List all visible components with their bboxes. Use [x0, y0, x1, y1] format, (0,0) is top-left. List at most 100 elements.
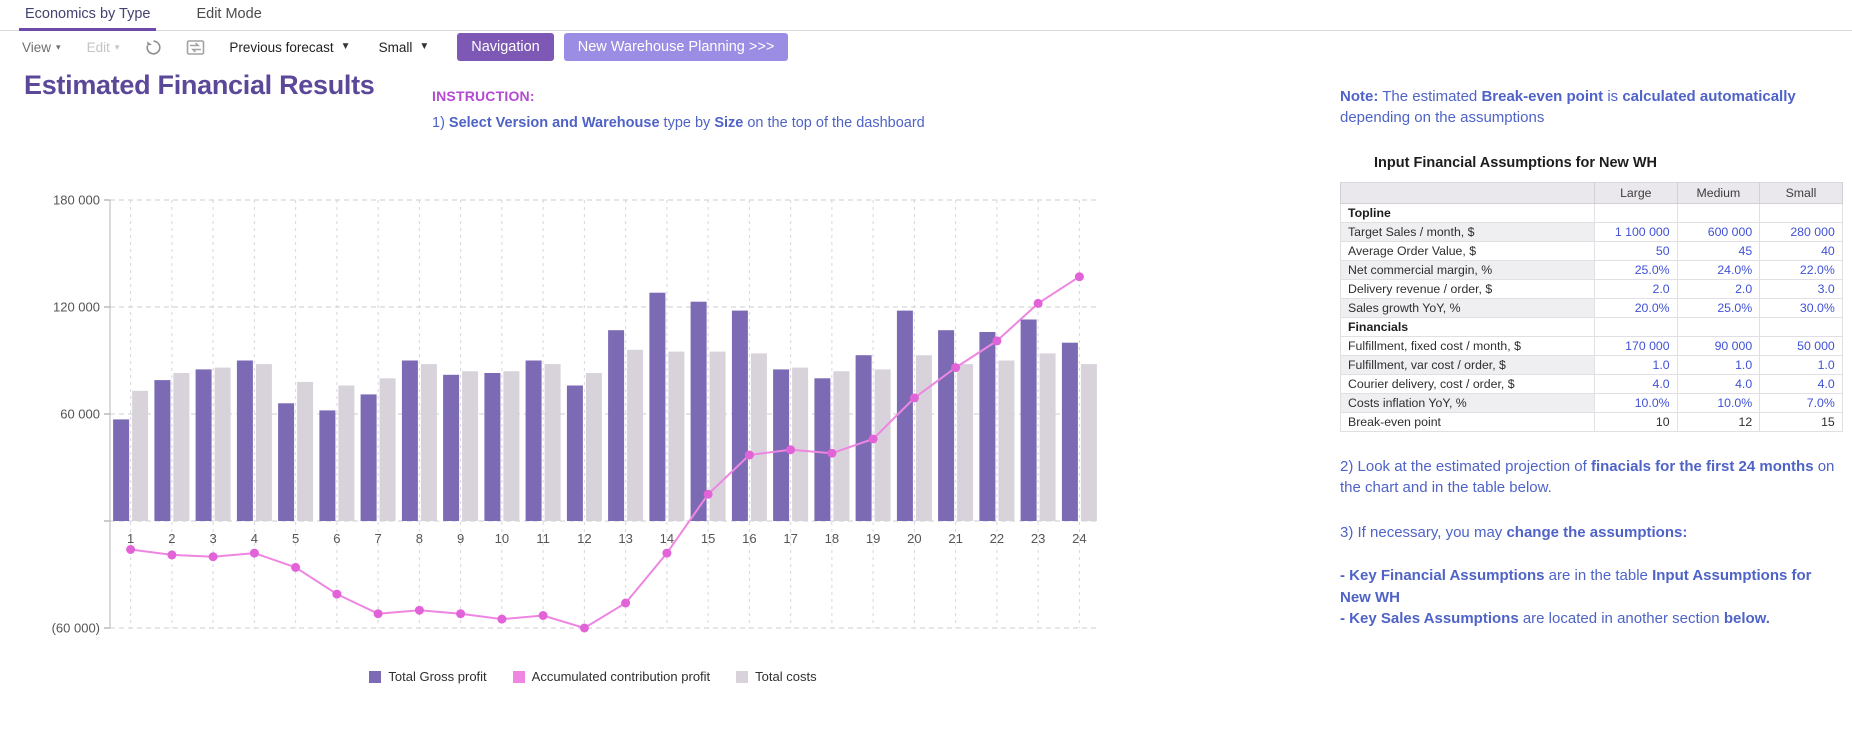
- value-cell: [1676, 316, 1761, 337]
- value-cell: [1676, 202, 1761, 223]
- section-row: Topline: [1340, 202, 1843, 223]
- tab-edit-mode[interactable]: Edit Mode: [196, 6, 262, 22]
- chevron-down-icon: ▼: [419, 41, 430, 52]
- svg-text:12: 12: [577, 531, 591, 546]
- editable-value-cell[interactable]: 45: [1676, 240, 1761, 261]
- row-label: Fulfillment, fixed cost / month, $: [1340, 335, 1595, 356]
- svg-text:22: 22: [990, 531, 1004, 546]
- column-header: Small: [1759, 181, 1843, 204]
- right-panel: Note: The estimated Break-even point is …: [1340, 86, 1846, 629]
- editable-value-cell[interactable]: 3.0: [1759, 278, 1843, 299]
- assumptions-table-title: Input Financial Assumptions for New WH: [1374, 154, 1658, 171]
- value-cell: 12: [1676, 411, 1761, 432]
- editable-value-cell[interactable]: 1 100 000: [1594, 221, 1678, 242]
- svg-text:120 000: 120 000: [53, 300, 100, 315]
- legend-swatch: [512, 670, 525, 683]
- column-header: Large: [1594, 181, 1678, 204]
- svg-text:21: 21: [948, 531, 962, 546]
- edit-menu-label: Edit: [86, 39, 110, 55]
- edit-menu[interactable]: Edit ▾: [87, 40, 120, 55]
- svg-text:3: 3: [210, 531, 217, 546]
- svg-text:11: 11: [536, 531, 550, 546]
- svg-text:180 000: 180 000: [53, 193, 100, 208]
- legend-item[interactable]: Total costs: [736, 669, 817, 684]
- editable-value-cell[interactable]: 20.0%: [1594, 297, 1678, 318]
- chevron-down-icon: ▾: [114, 41, 120, 52]
- table-row: Average Order Value, $50 45 40: [1340, 240, 1843, 261]
- editable-value-cell[interactable]: 50 000: [1759, 335, 1843, 356]
- legend-item[interactable]: Accumulated contribution profit: [512, 669, 711, 684]
- value-cell: 10: [1594, 411, 1678, 432]
- bullet-key-financial-assumptions: - Key Financial Assumptions are in the t…: [1340, 567, 1812, 606]
- editable-value-cell[interactable]: 30.0%: [1759, 297, 1843, 318]
- editable-value-cell[interactable]: 1.0: [1594, 354, 1678, 375]
- navigation-button[interactable]: Navigation: [457, 33, 554, 61]
- svg-text:7: 7: [375, 531, 382, 546]
- editable-value-cell[interactable]: 1.0: [1759, 354, 1843, 375]
- svg-text:17: 17: [783, 531, 797, 546]
- financial-results-chart[interactable]: 180 000 120 000 60 000 (60 000) 1 2 3 4 5 6 7 8 9 10 1…: [18, 148, 1168, 684]
- chevron-down-icon: ▾: [56, 41, 61, 52]
- svg-text:20: 20: [907, 531, 921, 546]
- instruction-step-3: 3) If necessary, you may change the assu…: [1340, 524, 1688, 542]
- editable-value-cell[interactable]: 24.0%: [1676, 259, 1761, 280]
- assumptions-table: Large Medium Small Topline Target Sales / m…: [1340, 181, 1843, 432]
- svg-text:15: 15: [701, 531, 715, 546]
- svg-text:24: 24: [1072, 531, 1086, 546]
- new-warehouse-planning-button[interactable]: New Warehouse Planning >>>: [563, 33, 789, 61]
- svg-text:4: 4: [251, 531, 258, 546]
- value-cell: [1594, 316, 1678, 337]
- row-label: Fulfillment, var cost / order, $: [1340, 354, 1595, 375]
- legend-swatch: [369, 670, 382, 683]
- row-label: Net commercial margin, %: [1340, 259, 1595, 280]
- editable-value-cell[interactable]: 4.0: [1676, 373, 1761, 394]
- sheet-tab-bar: Economics by Type Edit Mode: [0, 0, 1852, 31]
- table-row: Fulfillment, var cost / order, $1.0 1.0 1.…: [1340, 354, 1843, 375]
- editable-value-cell[interactable]: 4.0: [1759, 373, 1843, 394]
- table-row: Sales growth YoY, % 20.0% 25.0% 30.0%: [1340, 297, 1843, 318]
- tab-economics-by-type[interactable]: Economics by Type: [18, 0, 157, 31]
- legend-item[interactable]: Total Gross profit: [369, 669, 487, 684]
- warehouse-size-select[interactable]: Small ▼: [379, 40, 430, 55]
- instruction-step-2: 2) Look at the estimated projection of f…: [1340, 457, 1835, 496]
- value-cell: [1759, 202, 1843, 223]
- svg-text:6: 6: [333, 531, 340, 546]
- editable-value-cell[interactable]: 170 000: [1594, 335, 1678, 356]
- editable-value-cell[interactable]: 22.0%: [1759, 259, 1843, 280]
- forecast-version-select[interactable]: Previous forecast ▼: [229, 40, 350, 55]
- svg-text:5: 5: [292, 531, 299, 546]
- view-menu[interactable]: View ▾: [22, 40, 61, 55]
- svg-text:8: 8: [416, 531, 423, 546]
- table-row: Net commercial margin, % 25.0% 24.0% 22.0%: [1340, 259, 1843, 280]
- editable-value-cell[interactable]: 1.0: [1676, 354, 1761, 375]
- editable-value-cell[interactable]: 2.0: [1676, 278, 1761, 299]
- editable-value-cell[interactable]: 25.0%: [1594, 259, 1678, 280]
- svg-text:9: 9: [457, 531, 464, 546]
- editable-value-cell[interactable]: 90 000: [1676, 335, 1761, 356]
- column-header: Medium: [1676, 181, 1761, 204]
- row-label: Break-even point: [1340, 411, 1595, 432]
- editable-value-cell[interactable]: 10.0%: [1676, 392, 1761, 413]
- table-row: Costs inflation YoY, % 10.0% 10.0% 7.0%: [1340, 392, 1843, 413]
- editable-value-cell[interactable]: 50: [1594, 240, 1678, 261]
- value-cell: [1594, 202, 1678, 223]
- editable-value-cell[interactable]: 40: [1759, 240, 1843, 261]
- editable-value-cell[interactable]: 4.0: [1594, 373, 1678, 394]
- editable-value-cell[interactable]: 280 000: [1759, 221, 1843, 242]
- swap-sheet-icon[interactable]: [186, 39, 205, 56]
- row-label: Average Order Value, $: [1340, 240, 1595, 261]
- row-label: Financials: [1340, 316, 1595, 337]
- svg-text:10: 10: [495, 531, 509, 546]
- table-row: Target Sales / month, $1 100 000 600 000 2…: [1340, 221, 1843, 242]
- svg-text:(60 000): (60 000): [52, 621, 100, 636]
- editable-value-cell[interactable]: 600 000: [1676, 221, 1761, 242]
- svg-text:13: 13: [618, 531, 632, 546]
- legend-label: Accumulated contribution profit: [531, 669, 711, 684]
- editable-value-cell[interactable]: 10.0%: [1594, 392, 1678, 413]
- refresh-icon[interactable]: [145, 39, 162, 56]
- editable-value-cell[interactable]: 7.0%: [1759, 392, 1843, 413]
- instruction-heading: INSTRUCTION:: [432, 88, 535, 104]
- editable-value-cell[interactable]: 2.0: [1594, 278, 1678, 299]
- editable-value-cell[interactable]: 25.0%: [1676, 297, 1761, 318]
